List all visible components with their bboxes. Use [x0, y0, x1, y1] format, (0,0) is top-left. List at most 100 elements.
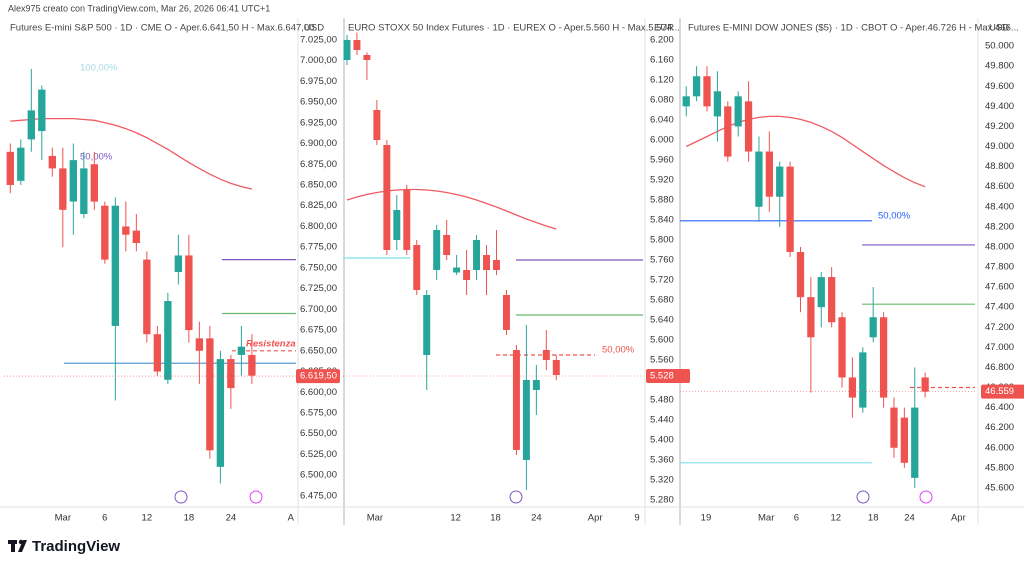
x-tick-label: Mar	[55, 513, 71, 524]
candle-body	[473, 240, 481, 270]
x-tick-label: 12	[142, 513, 153, 524]
candle-body	[216, 359, 225, 467]
candle-body	[363, 55, 371, 60]
y-tick-label: 46.000	[985, 442, 1014, 453]
chart-title: EURO STOXX 50 Index Futures · 1D · EUREX…	[348, 23, 680, 34]
candle-body	[373, 110, 381, 140]
y-tick-label: 6.750,00	[300, 262, 337, 273]
candle-body	[755, 151, 763, 207]
y-tick-label: 49.200	[985, 121, 1014, 132]
y-tick-label: 49.600	[985, 81, 1014, 92]
candle-body	[703, 76, 711, 107]
annotation: 50,00%	[602, 345, 635, 356]
y-tick-label: 6.950,00	[300, 97, 337, 108]
x-tick-label: 24	[904, 513, 915, 524]
candle-body	[174, 255, 183, 273]
y-tick-label: 5.800	[650, 235, 674, 246]
y-tick-label: 5.840	[650, 215, 674, 226]
candle-body	[542, 350, 550, 360]
candle-body	[185, 255, 193, 331]
y-tick-label: 5.320	[650, 475, 674, 486]
y-tick-label: 5.880	[650, 195, 674, 206]
y-tick-label: 6.120	[650, 75, 674, 86]
candle-body	[552, 360, 560, 375]
candle-body	[807, 297, 815, 338]
y-tick-label: 46.400	[985, 402, 1014, 413]
x-tick-label: 6	[794, 513, 799, 524]
y-tick-label: 50.000	[985, 41, 1014, 52]
candle-body	[911, 407, 919, 478]
candle-body	[692, 76, 701, 97]
x-tick-label: 19	[701, 513, 712, 524]
y-tick-label: 5.440	[650, 415, 674, 426]
candle-body	[817, 277, 825, 308]
y-tick-label: 5.640	[650, 315, 674, 326]
chart-title: Futures E-MINI DOW JONES ($5) · 1D · CBO…	[688, 23, 1019, 34]
currency-label: USD	[989, 23, 1009, 34]
y-tick-label: 7.000,00	[300, 55, 337, 66]
candle-body	[786, 166, 794, 252]
candle-body	[900, 417, 909, 463]
x-tick-label: A	[288, 513, 295, 524]
candle-body	[765, 151, 773, 197]
y-tick-label: 45.800	[985, 462, 1014, 473]
y-tick-label: 6.500,00	[300, 470, 337, 481]
candle-body	[403, 190, 411, 250]
candle-body	[343, 40, 351, 60]
y-tick-label: 48.200	[985, 221, 1014, 232]
brand: TradingView	[32, 538, 120, 555]
y-tick-label: 5.360	[650, 455, 674, 466]
y-tick-label: 6.775,00	[300, 242, 337, 253]
candle-body	[59, 168, 67, 210]
candle-body	[890, 407, 898, 448]
candle-body	[227, 359, 235, 389]
candle-body	[111, 205, 120, 326]
x-tick-label: 12	[450, 513, 461, 524]
last-price-box	[296, 369, 340, 384]
y-tick-label: 5.480	[650, 395, 674, 406]
y-tick-label: 49.000	[985, 141, 1014, 152]
y-tick-label: 6.850,00	[300, 179, 337, 190]
candle-body	[195, 338, 204, 351]
annotation: 100,00%	[80, 63, 118, 74]
y-tick-label: 47.400	[985, 302, 1014, 313]
y-tick-label: 46.200	[985, 422, 1014, 433]
candle-body	[463, 270, 471, 280]
candle-body	[153, 334, 162, 372]
last-price-box	[646, 369, 690, 383]
y-tick-label: 6.900,00	[300, 138, 337, 149]
candle-body	[433, 230, 441, 270]
candle-body	[393, 210, 401, 240]
y-tick-label: 46.800	[985, 362, 1014, 373]
y-tick-label: 6.875,00	[300, 159, 337, 170]
candle-body	[453, 267, 461, 273]
x-tick-label: Mar	[758, 513, 774, 524]
event-icons	[174, 490, 933, 504]
y-tick-label: 6.080	[650, 95, 674, 106]
x-tick-label: 18	[184, 513, 195, 524]
y-tick-label: 5.680	[650, 295, 674, 306]
y-tick-label: 47.000	[985, 342, 1014, 353]
y-tick-label: 6.575,00	[300, 407, 337, 418]
x-tick-label: 18	[490, 513, 501, 524]
y-tick-label: 6.925,00	[300, 117, 337, 128]
y-tick-label: 6.600,00	[300, 387, 337, 398]
candle-body	[206, 338, 214, 451]
candle-body	[48, 155, 56, 169]
candle-body	[879, 317, 888, 398]
candle-body	[734, 96, 742, 127]
moving-average	[10, 118, 253, 190]
candle-body	[248, 354, 256, 376]
candle-body	[848, 377, 857, 398]
candle-body	[353, 40, 361, 50]
y-tick-label: 6.550,00	[300, 428, 337, 439]
y-tick-label: 5.400	[650, 435, 674, 446]
y-tick-label: 47.800	[985, 262, 1014, 273]
candle-body	[443, 235, 451, 255]
y-tick-label: 5.720	[650, 275, 674, 286]
y-tick-label: 49.400	[985, 101, 1014, 112]
y-tick-label: 6.475,00	[300, 490, 337, 501]
x-tick-label: 12	[831, 513, 842, 524]
candle-body	[80, 168, 88, 214]
